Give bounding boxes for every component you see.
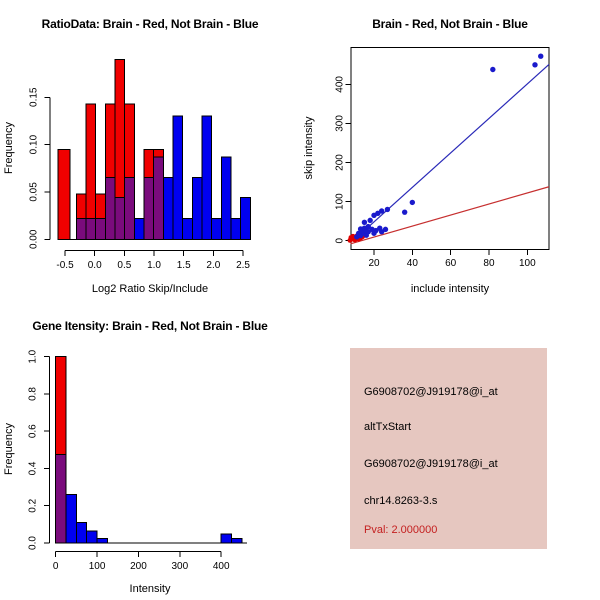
svg-text:0.0: 0.0 — [88, 260, 102, 271]
gene-hist-title: Gene Itensity: Brain - Red, Not Brain - … — [32, 319, 268, 333]
ratio-hist-title: RatioData: Brain - Red, Not Brain - Blue — [41, 17, 259, 31]
svg-text:400: 400 — [213, 561, 230, 572]
svg-text:20: 20 — [368, 258, 380, 269]
svg-text:2.5: 2.5 — [236, 260, 250, 271]
svg-text:1.0: 1.0 — [147, 260, 161, 271]
svg-text:200: 200 — [130, 561, 147, 572]
info-probe-id-2: G6908702@J919178@i_at — [364, 458, 498, 470]
svg-text:1.0: 1.0 — [28, 349, 39, 363]
svg-text:300: 300 — [335, 115, 346, 132]
svg-text:0.00: 0.00 — [29, 229, 40, 249]
info-pval: Pval: 2.000000 — [364, 524, 438, 536]
svg-text:40: 40 — [407, 258, 419, 269]
svg-text:60: 60 — [445, 258, 457, 269]
scatter-title: Brain - Red, Not Brain - Blue — [372, 17, 528, 31]
ratio-hist-ylabel: Frequency — [3, 122, 15, 174]
info-panel: G6908702@J919178@i_at altTxStart G690870… — [350, 348, 547, 549]
svg-text:0: 0 — [53, 561, 59, 572]
svg-text:100: 100 — [519, 258, 536, 269]
svg-text:0: 0 — [335, 237, 346, 243]
svg-text:200: 200 — [335, 154, 346, 171]
info-event-type: altTxStart — [364, 421, 412, 433]
info-location: chr14.8263-3.s — [364, 495, 438, 507]
svg-text:0.6: 0.6 — [28, 424, 39, 438]
svg-text:100: 100 — [89, 561, 106, 572]
info-probe-id: G6908702@J919178@i_at — [364, 386, 498, 398]
svg-text:-0.5: -0.5 — [56, 260, 74, 271]
ratio-hist-xlabel: Log2 Ratio Skip/Include — [91, 283, 209, 295]
gene-hist-ylabel: Frequency — [3, 423, 15, 475]
svg-text:0.4: 0.4 — [28, 461, 39, 475]
scatter-ylabel: skip intensity — [303, 116, 315, 180]
svg-text:0.2: 0.2 — [28, 498, 39, 512]
svg-text:300: 300 — [171, 561, 188, 572]
svg-text:0.5: 0.5 — [117, 260, 131, 271]
scatter-xlabel: include intensity — [410, 283, 490, 295]
svg-text:0.05: 0.05 — [29, 182, 40, 202]
svg-text:0.10: 0.10 — [29, 134, 40, 154]
svg-text:400: 400 — [335, 76, 346, 93]
svg-text:80: 80 — [483, 258, 495, 269]
svg-text:1.5: 1.5 — [177, 260, 191, 271]
gene-hist-xlabel: Intensity — [129, 583, 171, 595]
svg-text:0.8: 0.8 — [28, 387, 39, 401]
svg-text:0.15: 0.15 — [29, 87, 40, 107]
svg-text:100: 100 — [335, 193, 346, 210]
svg-text:0.0: 0.0 — [28, 536, 39, 550]
svg-text:2.0: 2.0 — [206, 260, 220, 271]
